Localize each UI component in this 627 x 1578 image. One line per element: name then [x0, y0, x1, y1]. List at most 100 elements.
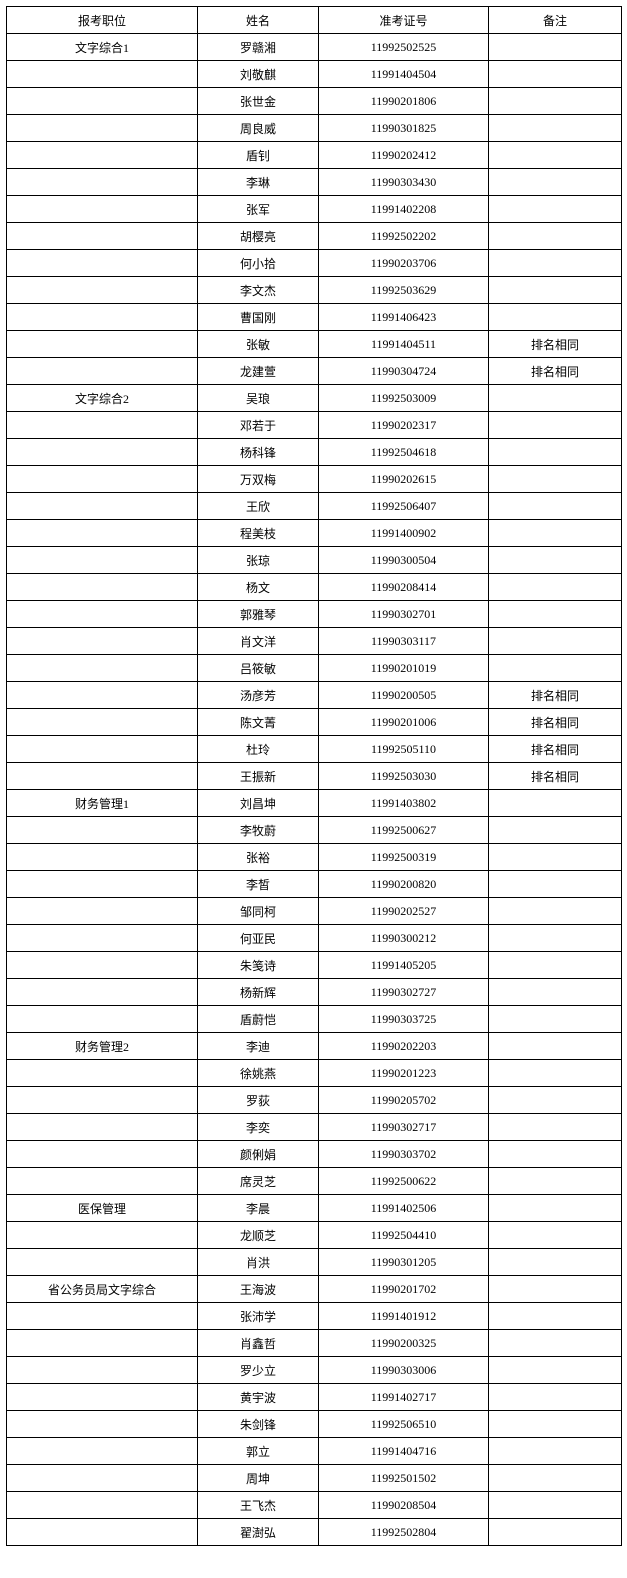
cell-remark	[489, 223, 622, 250]
cell-position	[7, 412, 198, 439]
roster-table: 报考职位 姓名 准考证号 备注 文字综合1罗赣湘11992502525刘敬麒11…	[6, 6, 622, 1546]
cell-name: 陈文菁	[198, 709, 319, 736]
cell-ticket: 11990200325	[319, 1330, 489, 1357]
cell-name: 何小拾	[198, 250, 319, 277]
cell-ticket: 11991401912	[319, 1303, 489, 1330]
cell-name: 王振新	[198, 763, 319, 790]
cell-name: 刘昌坤	[198, 790, 319, 817]
cell-remark	[489, 520, 622, 547]
cell-position	[7, 520, 198, 547]
cell-name: 张裕	[198, 844, 319, 871]
cell-name: 杜玲	[198, 736, 319, 763]
cell-position	[7, 1114, 198, 1141]
cell-remark	[489, 979, 622, 1006]
table-row: 肖洪11990301205	[7, 1249, 622, 1276]
cell-position	[7, 952, 198, 979]
table-header-row: 报考职位 姓名 准考证号 备注	[7, 7, 622, 34]
table-row: 龙建萱11990304724排名相同	[7, 358, 622, 385]
table-row: 王振新11992503030排名相同	[7, 763, 622, 790]
table-row: 颜俐娟11990303702	[7, 1141, 622, 1168]
table-row: 程美枝11991400902	[7, 520, 622, 547]
cell-remark	[489, 790, 622, 817]
cell-ticket: 11992500319	[319, 844, 489, 871]
cell-remark	[489, 142, 622, 169]
table-row: 罗少立11990303006	[7, 1357, 622, 1384]
table-row: 盾蔚恺11990303725	[7, 1006, 622, 1033]
cell-position	[7, 142, 198, 169]
cell-remark	[489, 1438, 622, 1465]
cell-remark: 排名相同	[489, 358, 622, 385]
cell-remark	[489, 1330, 622, 1357]
cell-remark: 排名相同	[489, 763, 622, 790]
cell-ticket: 11990200820	[319, 871, 489, 898]
cell-position	[7, 1357, 198, 1384]
cell-remark	[489, 1141, 622, 1168]
col-header-name: 姓名	[198, 7, 319, 34]
cell-position	[7, 925, 198, 952]
table-row: 万双梅11990202615	[7, 466, 622, 493]
table-row: 张琼11990300504	[7, 547, 622, 574]
cell-ticket: 11990202317	[319, 412, 489, 439]
cell-remark	[489, 493, 622, 520]
cell-remark	[489, 898, 622, 925]
table-row: 周坤11992501502	[7, 1465, 622, 1492]
cell-name: 龙建萱	[198, 358, 319, 385]
cell-name: 汤彦芳	[198, 682, 319, 709]
cell-remark	[489, 304, 622, 331]
cell-remark	[489, 1222, 622, 1249]
cell-remark	[489, 88, 622, 115]
cell-name: 王飞杰	[198, 1492, 319, 1519]
cell-name: 李迪	[198, 1033, 319, 1060]
cell-ticket: 11990201702	[319, 1276, 489, 1303]
cell-name: 郭雅琴	[198, 601, 319, 628]
cell-position	[7, 709, 198, 736]
cell-name: 邹同柯	[198, 898, 319, 925]
table-row: 肖文洋11990303117	[7, 628, 622, 655]
cell-remark	[489, 277, 622, 304]
cell-ticket: 11990301205	[319, 1249, 489, 1276]
cell-name: 杨新辉	[198, 979, 319, 1006]
cell-position	[7, 358, 198, 385]
cell-position	[7, 979, 198, 1006]
cell-name: 张沛学	[198, 1303, 319, 1330]
cell-position	[7, 1168, 198, 1195]
cell-position	[7, 1438, 198, 1465]
cell-ticket: 11990303006	[319, 1357, 489, 1384]
cell-name: 李牧蔚	[198, 817, 319, 844]
table-row: 张裕11992500319	[7, 844, 622, 871]
cell-ticket: 11990202412	[319, 142, 489, 169]
cell-name: 张军	[198, 196, 319, 223]
cell-ticket: 11990302727	[319, 979, 489, 1006]
cell-remark	[489, 1195, 622, 1222]
cell-name: 张世金	[198, 88, 319, 115]
table-row: 李皙11990200820	[7, 871, 622, 898]
table-row: 肖鑫哲11990200325	[7, 1330, 622, 1357]
cell-name: 杨文	[198, 574, 319, 601]
cell-ticket: 11990301825	[319, 115, 489, 142]
cell-remark	[489, 169, 622, 196]
cell-remark	[489, 1168, 622, 1195]
cell-ticket: 11991406423	[319, 304, 489, 331]
table-row: 龙顺芝11992504410	[7, 1222, 622, 1249]
table-row: 朱笺诗11991405205	[7, 952, 622, 979]
table-row: 杨科锋11992504618	[7, 439, 622, 466]
cell-remark	[489, 466, 622, 493]
cell-remark	[489, 412, 622, 439]
cell-ticket: 11992504410	[319, 1222, 489, 1249]
cell-name: 朱剑锋	[198, 1411, 319, 1438]
cell-remark: 排名相同	[489, 736, 622, 763]
cell-position	[7, 1006, 198, 1033]
cell-position	[7, 115, 198, 142]
cell-position	[7, 1330, 198, 1357]
cell-ticket: 11990303725	[319, 1006, 489, 1033]
cell-ticket: 11992503009	[319, 385, 489, 412]
cell-position	[7, 169, 198, 196]
cell-name: 李文杰	[198, 277, 319, 304]
cell-ticket: 11991403802	[319, 790, 489, 817]
table-row: 胡樱亮11992502202	[7, 223, 622, 250]
cell-position	[7, 439, 198, 466]
cell-ticket: 11990302701	[319, 601, 489, 628]
table-row: 文字综合2吴琅11992503009	[7, 385, 622, 412]
cell-position	[7, 304, 198, 331]
cell-position	[7, 1492, 198, 1519]
